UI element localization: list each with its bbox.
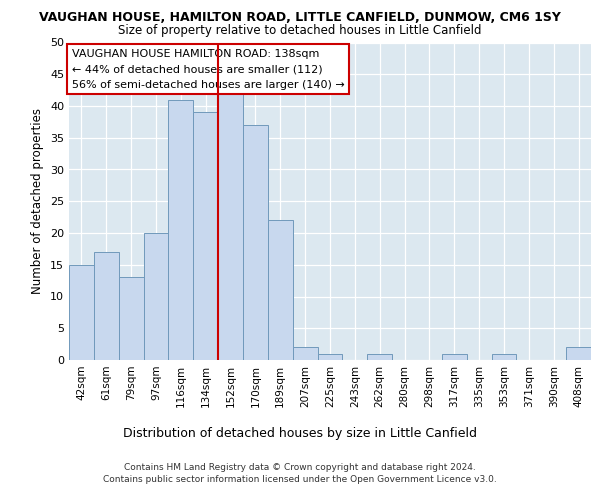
Y-axis label: Number of detached properties: Number of detached properties [31,108,44,294]
Bar [491,354,517,360]
Text: Contains HM Land Registry data © Crown copyright and database right 2024.: Contains HM Land Registry data © Crown c… [124,462,476,471]
Bar [119,278,143,360]
Bar [268,220,293,360]
Bar [566,348,591,360]
Bar [243,125,268,360]
Bar [442,354,467,360]
Bar [169,100,193,360]
Text: Distribution of detached houses by size in Little Canfield: Distribution of detached houses by size … [123,428,477,440]
Bar [293,348,317,360]
Bar [193,112,218,360]
Bar [69,265,94,360]
Text: VAUGHAN HOUSE, HAMILTON ROAD, LITTLE CANFIELD, DUNMOW, CM6 1SY: VAUGHAN HOUSE, HAMILTON ROAD, LITTLE CAN… [39,11,561,24]
Text: VAUGHAN HOUSE HAMILTON ROAD: 138sqm
← 44% of detached houses are smaller (112)
5: VAUGHAN HOUSE HAMILTON ROAD: 138sqm ← 44… [71,49,344,90]
Bar [317,354,343,360]
Bar [143,233,169,360]
Bar [218,94,243,360]
Text: Size of property relative to detached houses in Little Canfield: Size of property relative to detached ho… [118,24,482,37]
Bar [94,252,119,360]
Text: Contains public sector information licensed under the Open Government Licence v3: Contains public sector information licen… [103,475,497,484]
Bar [367,354,392,360]
